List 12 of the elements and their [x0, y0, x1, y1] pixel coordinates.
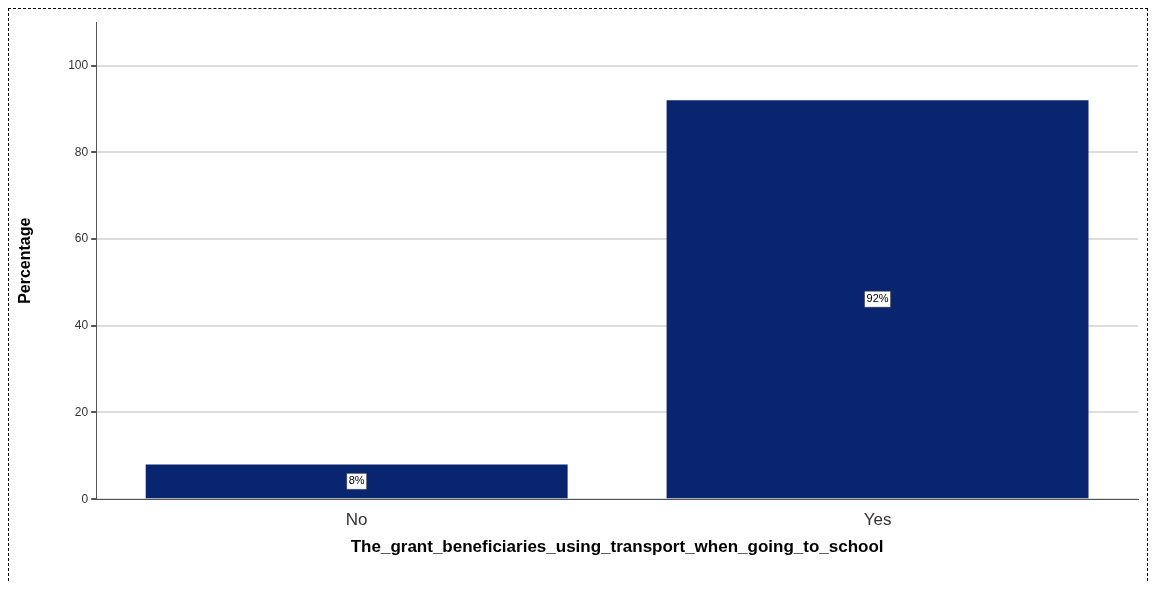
y-axis-title: Percentage: [16, 217, 34, 304]
y-tick-label: 80: [74, 144, 89, 159]
x-tick-label: No: [345, 510, 368, 530]
x-axis-title: The_grant_beneficiaries_using_transport_when_going_to_school: [350, 537, 884, 557]
y-tick-label: 0: [81, 491, 89, 506]
data-label: 8%: [348, 474, 365, 487]
y-tick-label: 40: [74, 318, 89, 333]
data-label: 92%: [866, 292, 889, 305]
x-tick-label: Yes: [863, 510, 892, 530]
y-tick-label: 100: [68, 57, 89, 72]
y-tick-label: 20: [74, 404, 89, 419]
y-tick-label: 60: [74, 231, 89, 246]
